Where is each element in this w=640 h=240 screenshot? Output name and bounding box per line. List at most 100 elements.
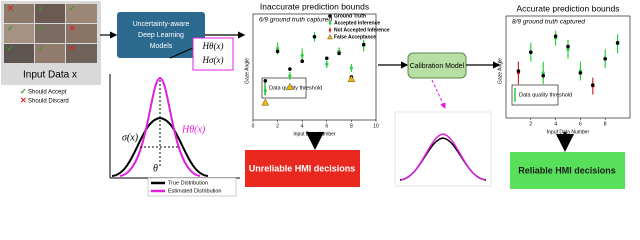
false-acceptance xyxy=(261,98,270,106)
arrow xyxy=(431,79,446,109)
output-box xyxy=(192,37,234,71)
false-acceptance xyxy=(286,83,294,90)
model-label: Models xyxy=(150,43,173,50)
est-label: Hθ(x) xyxy=(181,124,206,135)
check-icon: ✓ xyxy=(20,87,27,96)
ground-truth xyxy=(361,42,366,47)
calibrated-dist xyxy=(394,111,492,187)
sigma-label: σ(x) xyxy=(122,132,139,143)
legend-label: Accepted Inference xyxy=(334,20,380,26)
y-axis-label: Gaze Angle xyxy=(244,58,250,84)
model-label: Deep Learning xyxy=(138,32,184,39)
x-tick-label: 4 xyxy=(554,121,557,127)
connector xyxy=(169,47,194,59)
x-tick-label: 8 xyxy=(350,123,353,129)
plot-frame xyxy=(505,15,631,119)
outcome-label: Reliable HMI decisions xyxy=(518,165,616,175)
ground-truth xyxy=(312,34,317,39)
ground-truth xyxy=(300,59,305,63)
legend-label: Estimated Distribution xyxy=(168,188,222,194)
svg-text:✓: ✓ xyxy=(7,24,14,33)
dist-legend xyxy=(147,177,237,197)
outcome-label: Unreliable HMI decisions xyxy=(249,163,356,173)
plot-title: Inaccurate prediction bounds xyxy=(260,1,369,11)
x-axis-label: Input Data Number xyxy=(547,129,590,135)
legend-label: True Distribution xyxy=(168,180,208,186)
ground-truth xyxy=(591,83,595,87)
prediction xyxy=(541,71,545,75)
prediction xyxy=(263,89,267,93)
svg-text:✓: ✓ xyxy=(7,44,14,53)
ground-truth xyxy=(541,73,545,78)
svg-text:✓: ✓ xyxy=(38,24,45,33)
x-tick-label: 2 xyxy=(276,123,279,129)
legend-label: Should Discard xyxy=(28,99,69,105)
outcome-bad xyxy=(245,150,360,187)
legend-marker xyxy=(327,34,333,40)
ground-truth xyxy=(566,44,570,49)
prediction xyxy=(300,53,304,57)
plot-subtitle: 8/9 ground truth captured xyxy=(512,19,585,26)
y-axis-label: Gaze Angle xyxy=(497,58,503,84)
svg-text:✓: ✓ xyxy=(38,4,45,13)
x-axis-label: Input Data Number xyxy=(293,131,336,137)
threshold-box xyxy=(261,77,307,99)
prediction xyxy=(325,62,329,66)
ground-truth xyxy=(263,79,268,83)
ground-truth xyxy=(603,56,607,61)
page: ✕ ✓ ✓ ✓ ✓ ✕ ✓ ✓ ✕ Input Data x ✓ Should Accept… xyxy=(1,1,631,197)
legend-marker xyxy=(328,21,332,25)
threshold-box xyxy=(511,84,559,106)
output-label: Hθ(x) xyxy=(202,41,224,51)
x-tick-label: 8 xyxy=(604,121,607,127)
ground-truth xyxy=(553,34,558,39)
outcome-good xyxy=(510,152,625,189)
legend-marker xyxy=(328,14,332,18)
ground-truth xyxy=(337,51,341,56)
plot-subtitle: 6/9 ground truth captured xyxy=(259,17,332,24)
legend-label: Should Accept xyxy=(28,90,67,96)
input-label: Input Data x xyxy=(23,70,77,81)
prediction xyxy=(288,74,292,78)
prediction xyxy=(566,47,570,51)
x-tick-label: 10 xyxy=(373,123,379,129)
output-label: Hσ(x) xyxy=(202,55,224,65)
x-tick-label: 2 xyxy=(529,121,532,127)
threshold-label: Data quality threshold xyxy=(269,85,322,91)
legend-label: False Acceptance xyxy=(334,34,376,40)
theta-label: θ xyxy=(153,163,158,174)
ground-truth xyxy=(288,67,292,71)
threshold-label: Data quality threshold xyxy=(519,92,572,98)
ground-truth xyxy=(325,56,329,61)
cross-icon: ✕ xyxy=(20,96,27,105)
model-label: Uncertainty-aware xyxy=(133,21,190,28)
input-images: ✕ ✓ ✓ ✓ ✓ ✕ ✓ ✓ ✕ xyxy=(4,4,97,63)
plot-title: Accurate prediction bounds xyxy=(516,3,619,13)
calibration-label: Calibration Model xyxy=(410,63,465,70)
ground-truth xyxy=(615,41,620,45)
ground-truth xyxy=(529,50,533,54)
ground-truth xyxy=(275,49,280,54)
svg-text:✓: ✓ xyxy=(69,4,76,13)
svg-text:✕: ✕ xyxy=(69,44,76,53)
ground-truth xyxy=(516,69,521,73)
prediction xyxy=(276,46,280,51)
x-tick-label: 0 xyxy=(252,123,255,129)
est-curve xyxy=(119,76,201,177)
x-tick-label: 6 xyxy=(579,121,582,127)
x-tick-label: 6 xyxy=(325,123,328,129)
svg-text:✕: ✕ xyxy=(69,24,76,33)
model-box xyxy=(117,12,205,58)
false-acceptance xyxy=(347,75,356,82)
legend-label: Ground Truth xyxy=(334,13,366,19)
legend-label: Not Accepted Inference xyxy=(334,27,390,33)
est-curve xyxy=(400,133,486,181)
prediction xyxy=(349,66,353,70)
svg-text:✓: ✓ xyxy=(38,44,45,53)
plot-frame xyxy=(252,13,377,121)
svg-text:✕: ✕ xyxy=(7,4,14,13)
ground-truth xyxy=(578,71,583,75)
diagram: ✕ ✓ ✓ ✓ ✓ ✕ ✓ ✓ ✕ Input Data x ✓ Should Accept… xyxy=(1,1,631,197)
legend-marker xyxy=(328,28,332,32)
x-tick-label: 4 xyxy=(301,123,304,129)
